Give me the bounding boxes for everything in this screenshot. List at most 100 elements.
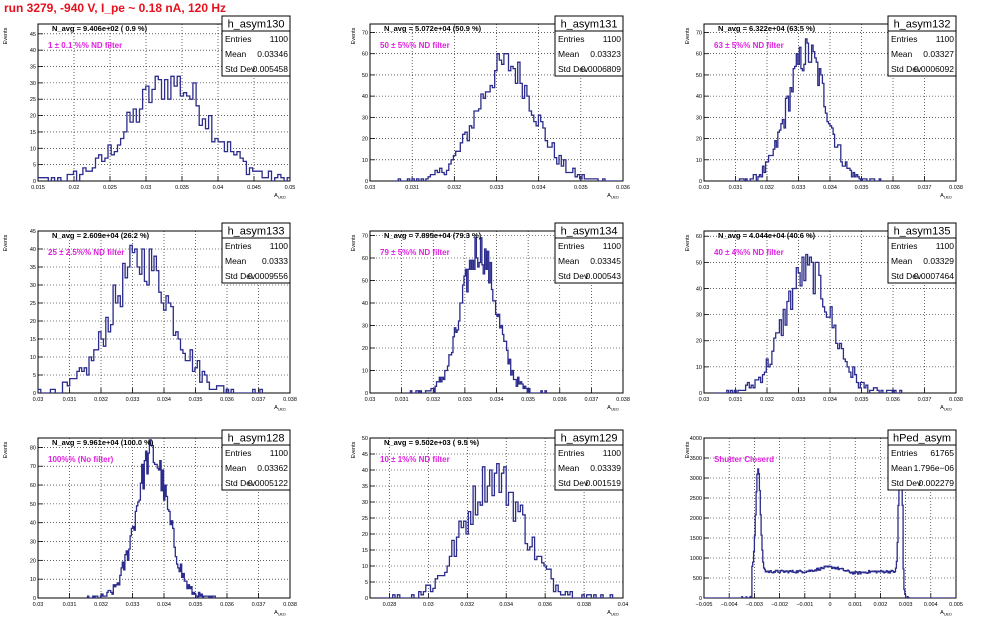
y-tick-label: 10	[362, 564, 368, 570]
y-tick-label: 70	[362, 30, 368, 36]
y-tick-label: 40	[696, 286, 702, 292]
histogram-series	[38, 244, 264, 393]
x-tick-label: 0.038	[616, 397, 630, 403]
y-tick-label: 45	[362, 452, 368, 458]
y-tick-label: 25	[362, 516, 368, 522]
navg-label: N_avg = 4.044e+04 (40.6 %)	[718, 231, 816, 240]
x-tick-label: 0.036	[220, 397, 234, 403]
stats-key: Std Dev	[558, 271, 589, 281]
stats-key: Std Dev	[225, 271, 256, 281]
y-tick-label: 10	[362, 369, 368, 375]
y-axis-title: Events	[351, 441, 357, 458]
y-tick-label: 45	[30, 229, 36, 235]
y-tick-label: 60	[362, 52, 368, 58]
x-tick-label: −0.002	[771, 602, 788, 608]
filter-annotation: 1 ± 0.1 %% ND filter	[48, 41, 122, 50]
x-tick-label: 0.033	[792, 397, 806, 403]
y-tick-label: 25	[30, 301, 36, 307]
stats-key: Mean	[891, 49, 913, 59]
x-tick-label: 0.03	[699, 185, 710, 191]
x-tick-label: 0.038	[949, 397, 963, 403]
x-tick-label: 0.001	[848, 602, 862, 608]
y-tick-label: 35	[30, 265, 36, 271]
stats-value: 0.03323	[590, 49, 621, 59]
y-tick-label: 0	[33, 596, 36, 602]
stats-key: Mean	[891, 256, 913, 266]
x-tick-label: 0.034	[532, 185, 546, 191]
x-tick-label: 0.036	[553, 397, 567, 403]
stats-value: 0.0333	[262, 256, 288, 266]
histogram-panel-h_asym129: 0.028 0.03 0.032 0.034 0.036 0.038 0.04 0 5 10 15 2…	[351, 429, 628, 617]
stats-box	[221, 222, 291, 284]
x-axis-title: AUED	[607, 405, 619, 412]
x-tick-label: −0.003	[746, 602, 763, 608]
x-axis-title: AUED	[940, 610, 952, 617]
x-tick-label: 0.038	[283, 397, 297, 403]
filter-annotation: 10 ± 1%% ND filter	[380, 455, 450, 464]
x-tick-label: 0.031	[729, 185, 743, 191]
x-axis-title: AUED	[274, 610, 286, 617]
y-tick-label: 0	[365, 179, 368, 185]
x-tick-label: 0.031	[405, 185, 419, 191]
histogram-series	[409, 237, 548, 393]
x-tick-label: 0.038	[577, 602, 591, 608]
y-tick-label: 0	[33, 391, 36, 397]
stats-value: 1100	[270, 34, 289, 44]
y-tick-label: 500	[693, 576, 702, 582]
stats-key: Entries	[225, 448, 251, 458]
x-tick-label: 0.015	[31, 185, 45, 191]
y-tick-label: 40	[362, 301, 368, 307]
y-tick-label: 20	[30, 558, 36, 564]
stats-value: 61765	[930, 448, 954, 458]
y-tick-label: 20	[362, 346, 368, 352]
x-tick-label: 0.036	[886, 397, 900, 403]
stats-value: 1100	[936, 34, 955, 44]
y-tick-label: 0	[699, 179, 702, 185]
stats-key: Std Dev	[558, 478, 589, 488]
y-tick-label: 1000	[690, 556, 702, 562]
histogram-panel-h_asym132: 0.03 0.031 0.032 0.033 0.034 0.035 0.036 0.037 0…	[685, 15, 963, 200]
y-tick-label: 30	[362, 115, 368, 121]
stats-box-title: h_asym133	[228, 226, 285, 238]
x-tick-label: 0.03	[699, 397, 710, 403]
stats-value: 0.0007464	[914, 271, 954, 281]
y-tick-label: 0	[365, 391, 368, 397]
stats-value: 1100	[270, 448, 289, 458]
stats-box-title: h_asym129	[561, 433, 618, 445]
filter-annotation: 100%% (No filter)	[48, 455, 114, 464]
y-tick-label: 20	[30, 114, 36, 120]
stats-key: Std Dev	[891, 478, 922, 488]
stats-value: 0.03329	[923, 256, 954, 266]
x-tick-label: 0.03	[141, 185, 152, 191]
y-tick-label: 0	[33, 179, 36, 185]
histogram-panel-hPed_asym: −0.005 −0.004 −0.003 −0.002 −0.001 0 0.001 0.00…	[685, 429, 963, 617]
stats-value: 0.03339	[590, 463, 621, 473]
y-tick-label: 10	[362, 158, 368, 164]
y-tick-label: 30	[30, 540, 36, 546]
histogram-panel-h_asym133: 0.03 0.031 0.032 0.033 0.034 0.035 0.036 0.037 0…	[3, 222, 297, 412]
x-tick-label: 0.031	[63, 397, 77, 403]
stats-value: 0.0006809	[581, 64, 621, 74]
x-tick-label: −0.005	[696, 602, 713, 608]
stats-key: Mean	[225, 49, 247, 59]
x-tick-label: 0.033	[458, 397, 472, 403]
stats-key: Mean	[225, 256, 247, 266]
x-tick-label: 0.031	[729, 397, 743, 403]
filter-annotation: 50 ± 5%% ND filter	[380, 41, 450, 50]
x-tick-label: 0.037	[252, 397, 266, 403]
stats-box-title: hPed_asym	[893, 433, 951, 445]
x-tick-label: 0.032	[94, 602, 108, 608]
y-tick-label: 50	[362, 73, 368, 79]
x-tick-label: 0.02	[69, 185, 80, 191]
histogram-panel-h_asym130: 0.015 0.02 0.025 0.03 0.035 0.04 0.045 0.05 0 5 10…	[3, 15, 295, 200]
y-tick-label: 5	[33, 373, 36, 379]
y-tick-label: 0	[699, 391, 702, 397]
stats-key: Std Dev	[558, 64, 589, 74]
y-tick-label: 3500	[690, 456, 702, 462]
x-axis-title: AUED	[274, 193, 286, 200]
stats-value: 0.005458	[253, 64, 289, 74]
navg-label: N_avg = 9.406e+02 ( 0.9 %)	[52, 24, 148, 33]
x-tick-label: 0.03	[365, 185, 376, 191]
stats-key: Entries	[558, 241, 584, 251]
y-tick-label: 10	[30, 577, 36, 583]
